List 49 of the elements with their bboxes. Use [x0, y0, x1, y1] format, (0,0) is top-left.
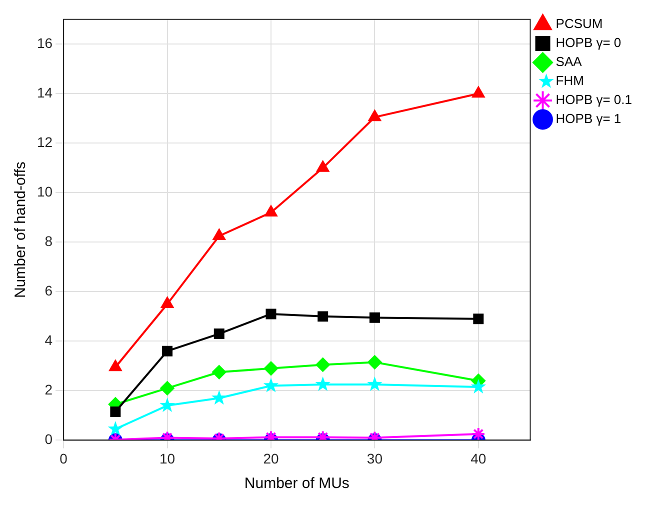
point	[367, 376, 382, 391]
point	[316, 160, 330, 172]
legend-label: HOPB γ= 0	[556, 35, 622, 50]
y-axis-title: Number of hand-offs	[12, 162, 30, 298]
x-tick-label: 30	[366, 450, 383, 466]
point	[108, 421, 124, 436]
y-tick-label: 6	[44, 282, 53, 299]
point	[472, 86, 485, 98]
x-tick-label: 10	[159, 450, 176, 466]
point	[214, 328, 224, 340]
point	[212, 390, 227, 405]
y-tick-label: 0	[44, 431, 53, 448]
point	[315, 376, 330, 391]
point	[162, 346, 173, 356]
point	[318, 311, 328, 322]
point	[263, 378, 279, 392]
y-tick-label: 4	[44, 332, 53, 348]
point	[470, 378, 486, 394]
point	[110, 406, 121, 417]
point	[264, 205, 278, 216]
legend-label: FHM	[556, 73, 584, 88]
point	[368, 110, 381, 122]
point	[264, 361, 278, 376]
legend-label: SAA	[556, 54, 582, 70]
x-tick-label: 40	[470, 450, 486, 466]
legend-label: HOPB γ= 0.1	[556, 92, 632, 108]
x-axis-title: Number of MUs	[244, 475, 350, 492]
point	[160, 381, 174, 396]
x-tick-label: 20	[263, 450, 279, 466]
point	[369, 312, 380, 323]
point	[471, 427, 486, 440]
point	[109, 360, 122, 372]
legend-label: HOPB γ= 1	[556, 111, 622, 126]
point	[161, 297, 174, 308]
point	[212, 228, 226, 240]
point	[473, 314, 484, 324]
y-tick-label: 14	[36, 84, 53, 101]
point	[316, 358, 330, 372]
y-tick-label: 12	[36, 134, 53, 150]
point	[160, 398, 175, 412]
point	[212, 365, 226, 380]
x-tick-label: 0	[60, 450, 68, 466]
y-tick-label: 10	[36, 184, 53, 200]
y-tick-label: 8	[44, 233, 53, 250]
point	[266, 308, 276, 320]
legend-label: PCSUM	[556, 16, 603, 32]
point	[368, 355, 382, 370]
y-tick-label: 2	[44, 382, 53, 398]
y-tick-label: 16	[36, 35, 53, 52]
